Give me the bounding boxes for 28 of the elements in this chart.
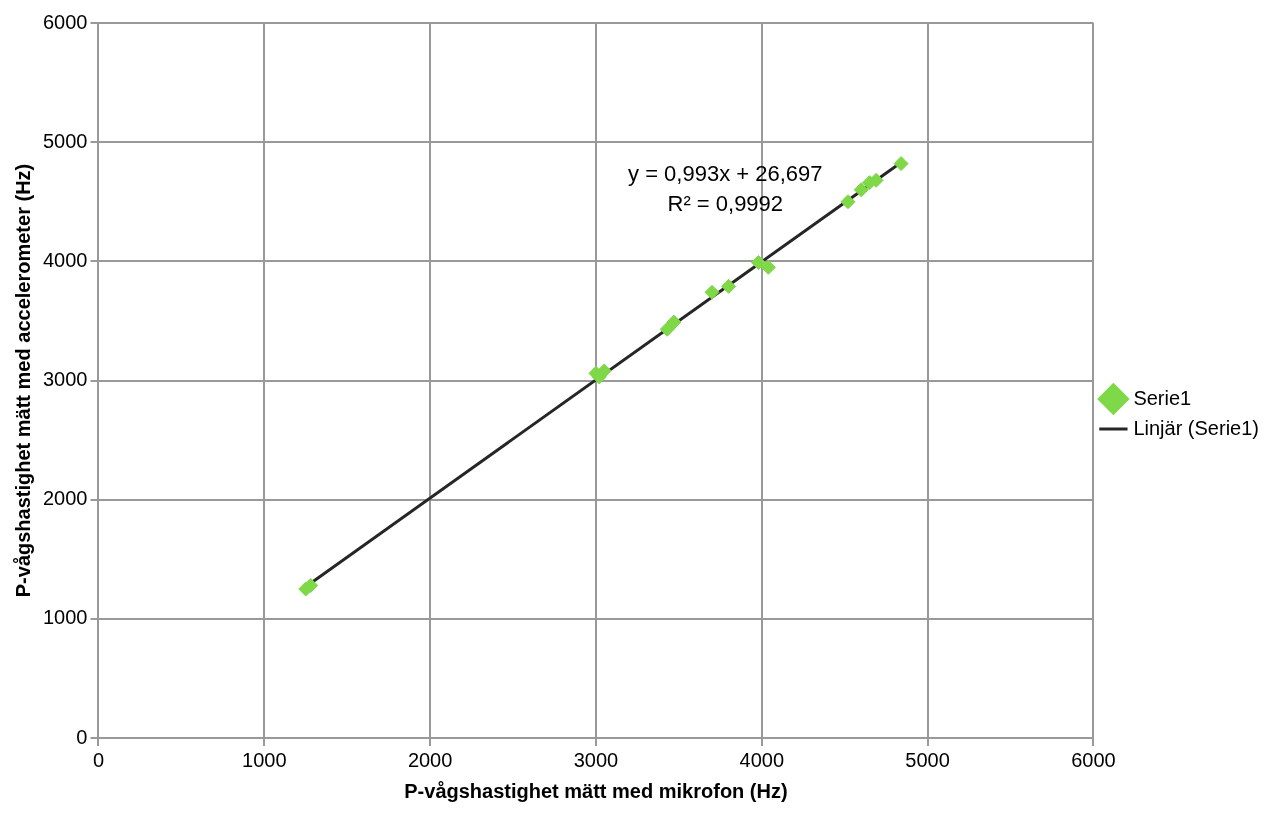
annotation: R² = 0,9992 xyxy=(667,191,784,216)
point xyxy=(750,255,766,271)
y-tick-label: 2000 xyxy=(42,487,88,510)
legend-label: Serie1 xyxy=(1133,386,1192,409)
point xyxy=(721,278,737,294)
x-tick-label: 4000 xyxy=(739,748,785,771)
annotation: y = 0,993x + 26,697 xyxy=(628,161,823,186)
point xyxy=(666,314,682,330)
point xyxy=(853,182,869,198)
point xyxy=(760,259,776,275)
point xyxy=(840,194,856,210)
x-tick-label: 0 xyxy=(92,748,105,771)
x-tick-label: 5000 xyxy=(905,748,950,771)
x-axis-title: P-vågshastighet mätt med mikrofon (Hz) xyxy=(404,779,788,802)
y-axis-title: P-vågshastighet mätt med accelerometer (Hz) xyxy=(11,163,34,598)
y-tick-label: 1000 xyxy=(42,606,88,629)
x-tick-label: 3000 xyxy=(573,748,619,771)
point xyxy=(704,284,720,300)
y-tick-label: 4000 xyxy=(42,248,88,271)
x-tick-label: 2000 xyxy=(407,748,453,771)
x-tick-label: 1000 xyxy=(242,748,287,771)
y-tick-label: 0 xyxy=(76,725,88,748)
y-tick-label: 3000 xyxy=(42,368,88,391)
x-tick-label: 6000 xyxy=(1071,748,1116,771)
legend-label: Linjär (Serie1) xyxy=(1133,416,1259,439)
y-tick-label: 5000 xyxy=(42,129,88,152)
point xyxy=(893,156,909,172)
y-tick-label: 6000 xyxy=(42,10,88,33)
